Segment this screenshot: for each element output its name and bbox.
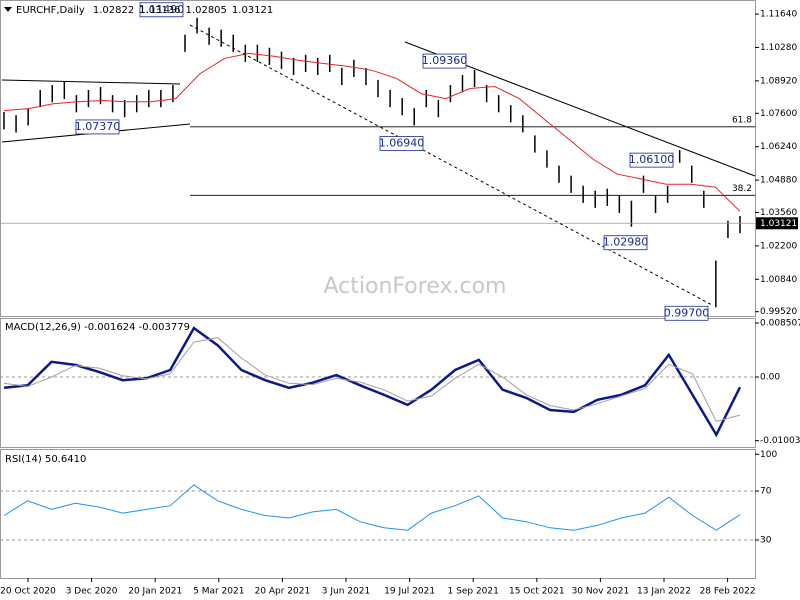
annotation-box bbox=[75, 119, 120, 135]
price-box bbox=[756, 217, 798, 230]
y-tick-label: 0.99520 bbox=[760, 307, 797, 317]
y-tick-label: 1.11640 bbox=[760, 10, 797, 20]
y-tick-label: 1.02200 bbox=[760, 241, 797, 251]
header-value: 1.03136 bbox=[139, 5, 180, 16]
y-tick-label: 0.008507 bbox=[760, 319, 800, 329]
x-tick-label: 5 Mar 2021 bbox=[193, 587, 244, 597]
series-line bbox=[3, 484, 741, 531]
y-tick-label: 1.04880 bbox=[760, 176, 797, 186]
x-tick-label: 28 Feb 2022 bbox=[700, 587, 756, 597]
series-line bbox=[3, 337, 741, 422]
header-value: 1.02822 bbox=[93, 5, 134, 16]
y-tick-label: 1.07600 bbox=[760, 109, 797, 119]
x-tick-label: 20 Jan 2021 bbox=[128, 587, 182, 597]
annotation-box bbox=[422, 53, 467, 69]
annotation-label: 0.99700 bbox=[664, 306, 710, 319]
x-tick-label: 20 Oct 2020 bbox=[0, 587, 56, 597]
annotation-label: 1.07370 bbox=[75, 120, 121, 133]
y-tick-label: 1.00840 bbox=[760, 275, 797, 285]
annotation-label: 1.06100 bbox=[629, 153, 675, 166]
annotation-label: 1.11490 bbox=[139, 3, 185, 16]
annotation-box bbox=[139, 2, 184, 18]
header-value: 1.02805 bbox=[186, 5, 227, 16]
y-tick-label: 1.03560 bbox=[760, 208, 797, 218]
annotation-box bbox=[379, 136, 424, 151]
macd-pane bbox=[0, 318, 756, 448]
series-line bbox=[3, 326, 742, 438]
x-tick-label: 30 Nov 2021 bbox=[572, 587, 630, 597]
plot-layer bbox=[0, 17, 755, 541]
y-tick-label: 70 bbox=[760, 487, 772, 497]
x-tick-label: 19 Jul 2021 bbox=[384, 587, 435, 597]
series-line bbox=[3, 52, 741, 212]
y-tick-label: 0.00 bbox=[760, 373, 780, 383]
macd-label: MACD(12,26,9) -0.001624 -0.003779 bbox=[5, 322, 190, 333]
y-tick-label: 1.08920 bbox=[760, 76, 797, 86]
fib-label: 38.2 bbox=[732, 184, 752, 194]
fib-label: 61.8 bbox=[732, 115, 752, 125]
watermark: ActionForex.com bbox=[324, 274, 507, 299]
rsi-pane bbox=[0, 449, 756, 579]
y-tick-label: 1.10280 bbox=[760, 43, 797, 53]
trend-line bbox=[189, 24, 713, 306]
y-tick-label: -0.010034 bbox=[760, 436, 800, 446]
price-box-label: 1.03121 bbox=[760, 219, 797, 229]
x-tick-label: 3 Jun 2021 bbox=[322, 587, 370, 597]
x-tick-label: 13 Jan 2022 bbox=[637, 587, 691, 597]
annotation-box bbox=[629, 152, 674, 168]
rsi-label: RSI(14) 50.6410 bbox=[5, 454, 86, 465]
annotation-box bbox=[664, 305, 709, 321]
annotation-label: 1.02980 bbox=[603, 236, 649, 249]
y-tick-label: 30 bbox=[760, 536, 772, 546]
x-tick-label: 1 Sep 2021 bbox=[448, 587, 499, 597]
y-tick-label: 1.06240 bbox=[760, 142, 797, 152]
x-tick-label: 15 Oct 2021 bbox=[509, 587, 565, 597]
header-value: 1.03121 bbox=[232, 5, 273, 16]
x-tick-label: 3 Dec 2020 bbox=[66, 587, 118, 597]
x-tick-label: 20 Apr 2021 bbox=[255, 587, 311, 597]
y-tick-label: 100 bbox=[760, 450, 777, 460]
annotation-label: 1.06940 bbox=[379, 136, 425, 149]
menu-arrow bbox=[4, 7, 12, 12]
annotation-label: 1.09360 bbox=[422, 54, 468, 67]
symbol-header: EURCHF,Daily bbox=[16, 5, 85, 16]
trend-line bbox=[1, 79, 181, 85]
annotation-box bbox=[603, 235, 648, 251]
